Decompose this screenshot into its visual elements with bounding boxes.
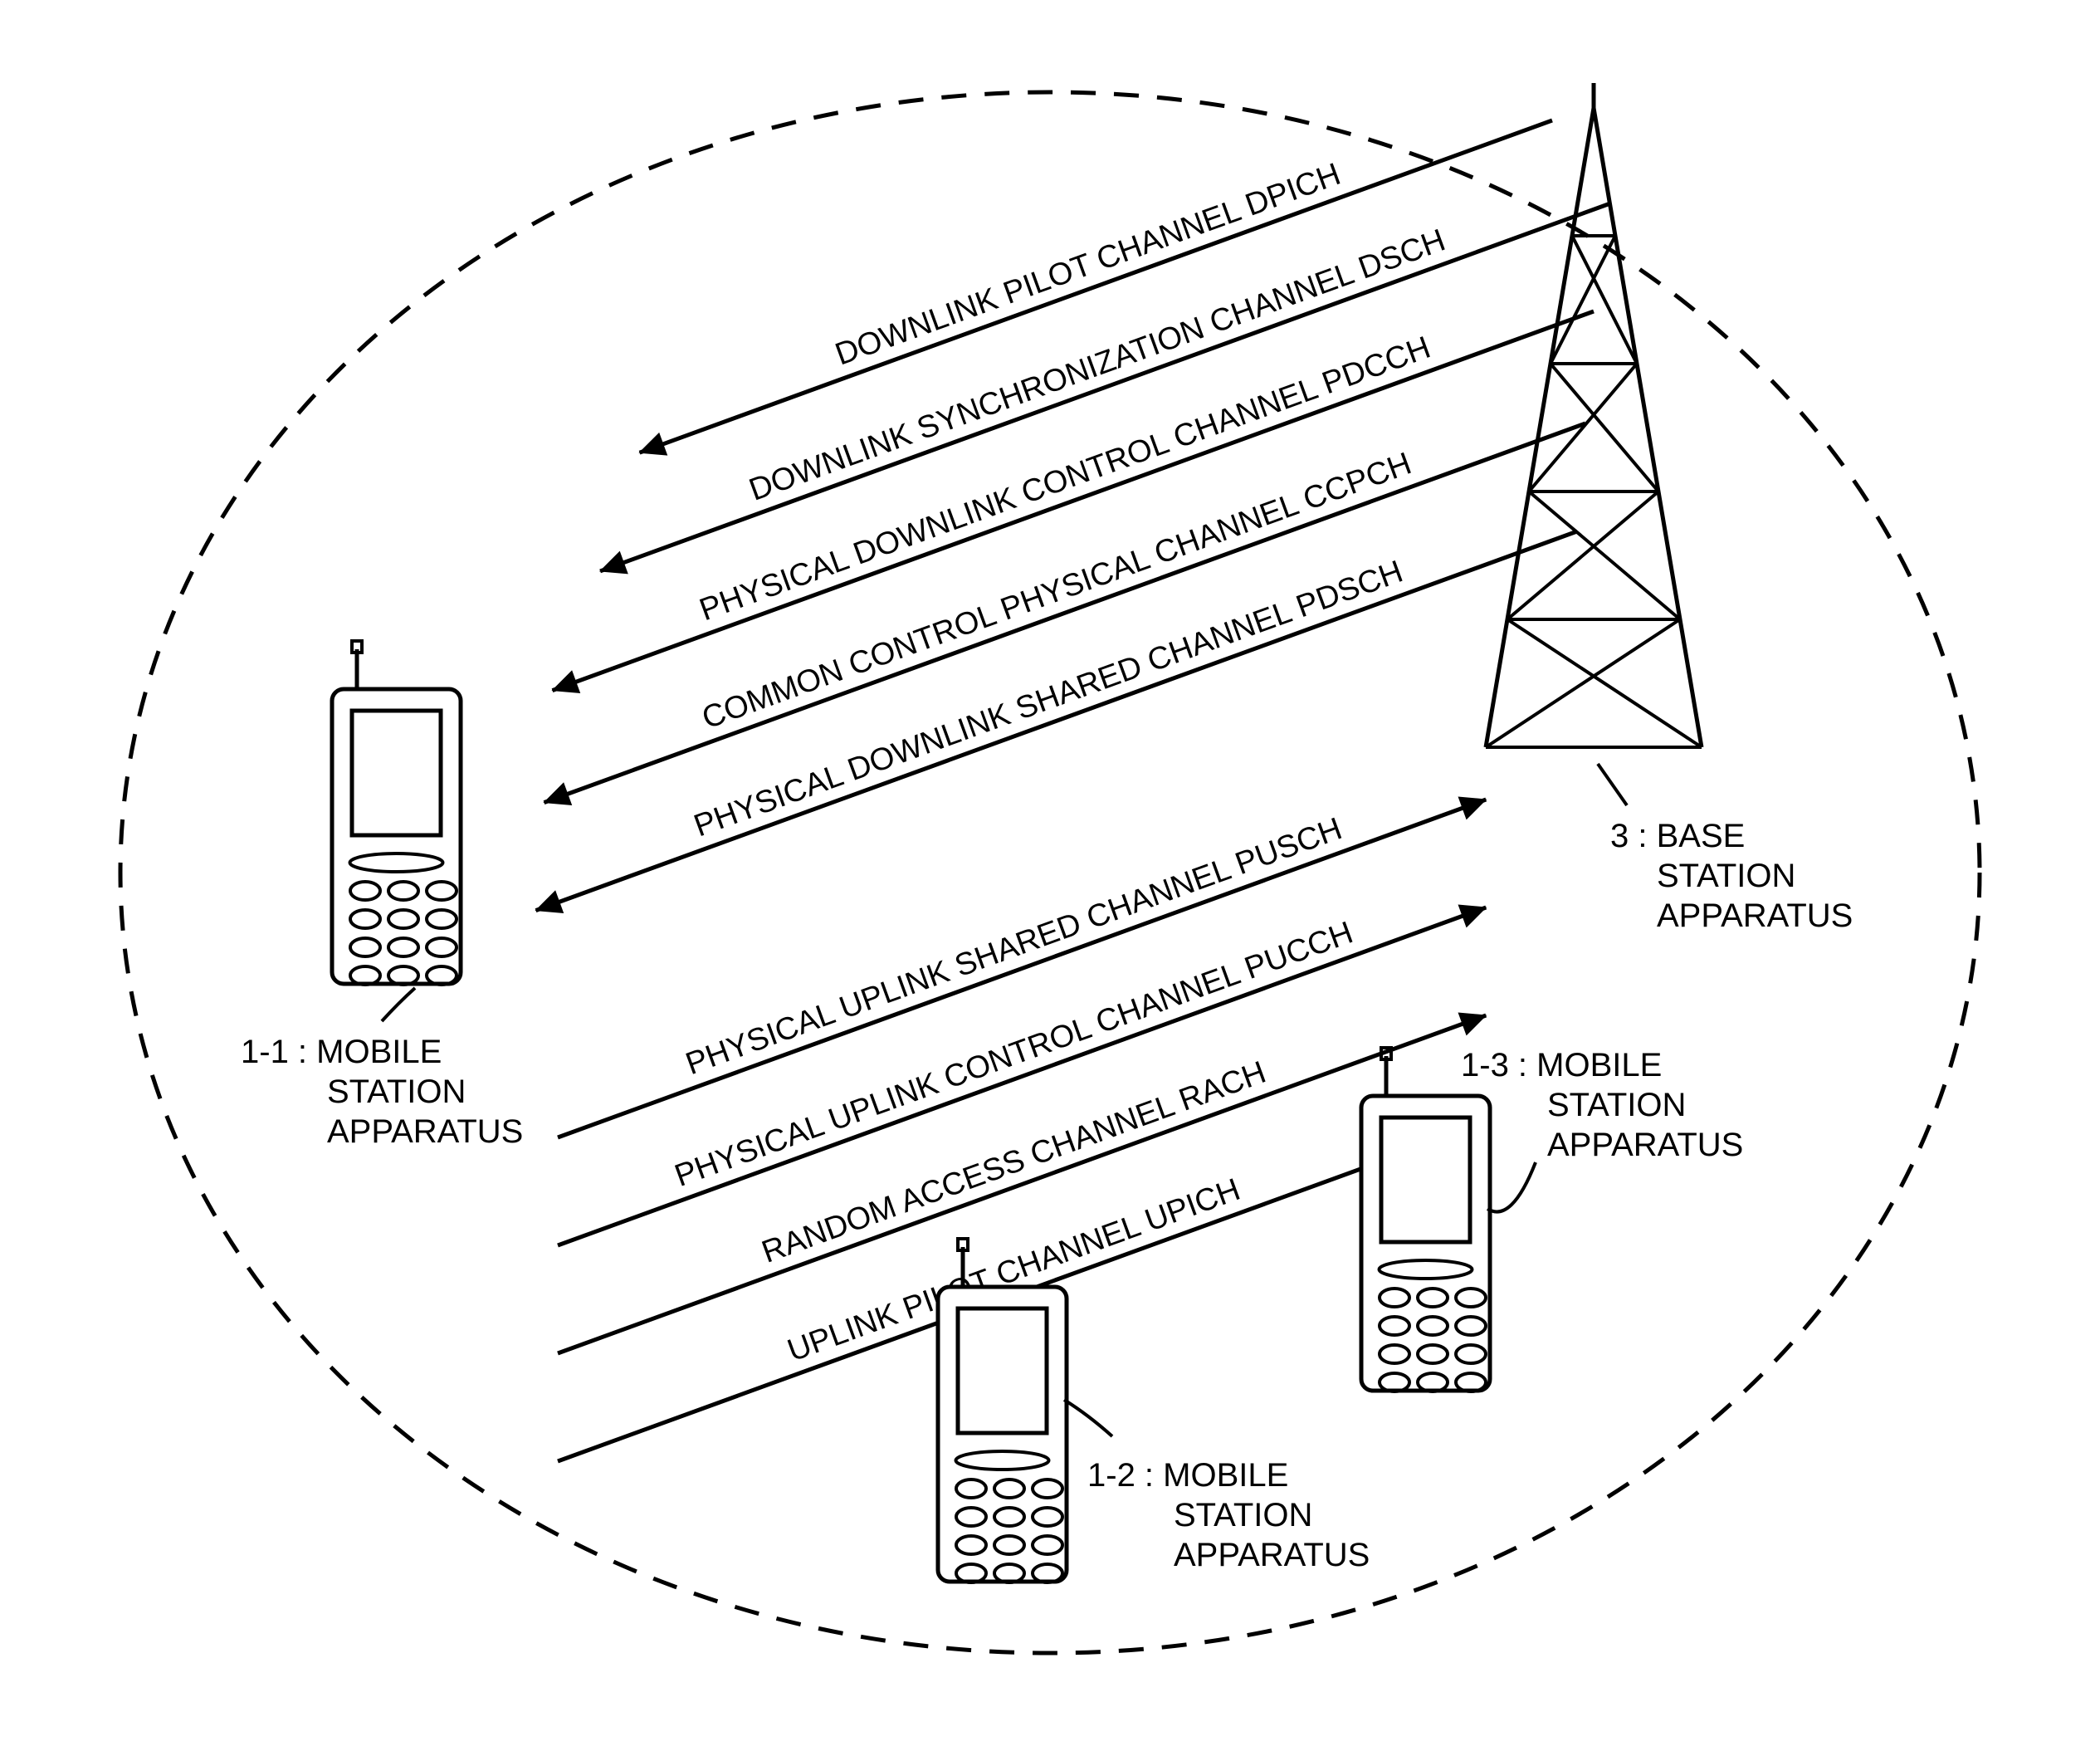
uplink-arrowhead-1 — [1458, 905, 1486, 927]
downlink-arrowhead-4 — [536, 891, 564, 912]
mobile-phone-2 — [1361, 1048, 1490, 1391]
phone-label-0-line-0: 1-1 : MOBILE — [241, 1034, 442, 1070]
phone-label-1-line-0: 1-2 : MOBILE — [1087, 1457, 1288, 1494]
leader-line-phone-1 — [1064, 1400, 1112, 1436]
phone-label-1-line-1: STATION — [1174, 1497, 1312, 1533]
phone-label-0-line-2: APPARATUS — [327, 1113, 523, 1150]
tower-label-line-2: APPARATUS — [1657, 897, 1853, 934]
phone-label-1-line-2: APPARATUS — [1174, 1537, 1370, 1573]
uplink-label-2: RANDOM ACCESS CHANNEL RACH — [757, 1055, 1270, 1270]
leader-line-tower — [1598, 764, 1627, 805]
diagram-canvas: DOWNLINK PILOT CHANNEL DPICHDOWNLINK SYN… — [0, 0, 2100, 1746]
tower-label-line-1: STATION — [1657, 858, 1795, 894]
downlink-arrowhead-0 — [640, 433, 667, 455]
downlink-arrowhead-1 — [600, 551, 628, 573]
tower-label-line-0: 3 : BASE — [1610, 818, 1745, 854]
phone-label-2-line-0: 1-3 : MOBILE — [1461, 1047, 1662, 1083]
phone-label-0-line-1: STATION — [327, 1074, 466, 1110]
leader-line-phone-0 — [382, 988, 415, 1021]
phone-label-2-line-1: STATION — [1547, 1087, 1686, 1123]
downlink-arrowhead-2 — [553, 671, 580, 692]
base-station-tower — [1486, 83, 1702, 747]
uplink-arrowhead-0 — [1458, 797, 1486, 819]
mobile-phone-1 — [938, 1239, 1067, 1582]
mobile-phone-0 — [332, 641, 461, 985]
uplink-arrowhead-2 — [1458, 1013, 1486, 1034]
downlink-label-0: DOWNLINK PILOT CHANNEL DPICH — [831, 157, 1345, 373]
phone-label-2-line-2: APPARATUS — [1547, 1127, 1743, 1163]
leader-line-phone-2 — [1487, 1162, 1536, 1212]
downlink-arrowhead-3 — [545, 783, 572, 805]
downlink-arrow-0 — [640, 120, 1552, 452]
